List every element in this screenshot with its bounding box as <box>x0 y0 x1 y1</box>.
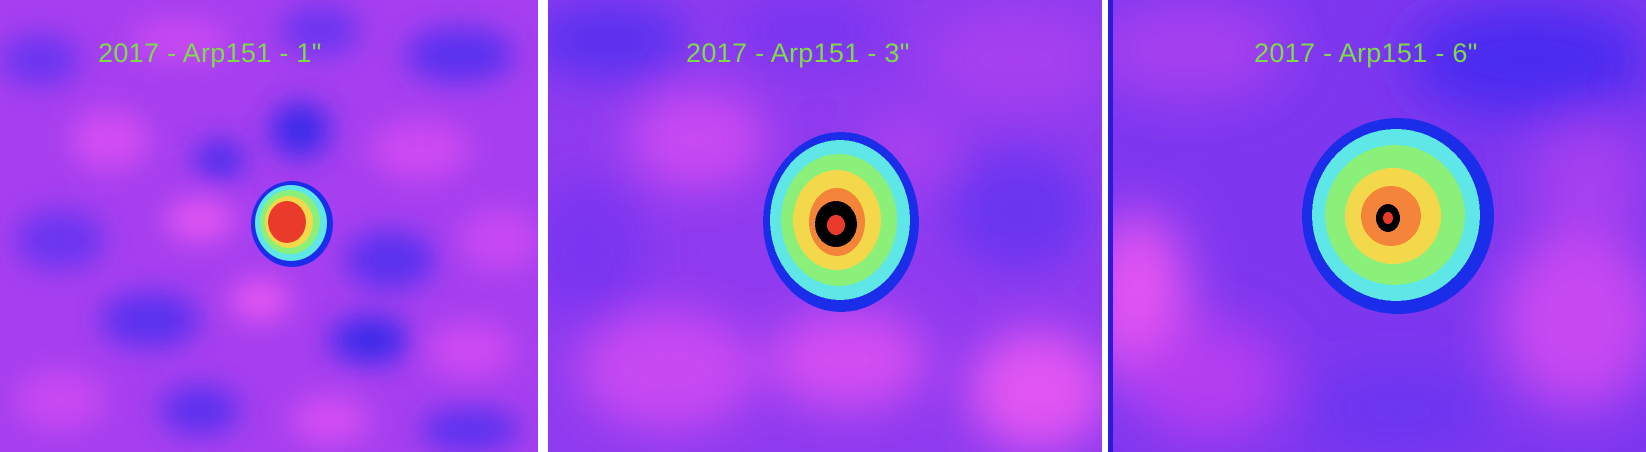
image-panel-1: 2017 - Arp151 - 1" <box>0 0 538 452</box>
panel-edge <box>1108 0 1113 452</box>
panel-divider <box>1102 0 1108 452</box>
panel-divider <box>538 0 548 452</box>
noise-field <box>548 0 1102 450</box>
heatmap-2 <box>548 0 1102 452</box>
source-contours <box>763 132 919 312</box>
heatmap-3 <box>1108 0 1646 452</box>
source-contours <box>251 181 333 267</box>
panel-title: 2017 - Arp151 - 1" <box>98 38 322 68</box>
image-panel-2: 2017 - Arp151 - 3" <box>548 0 1102 452</box>
image-panel-3: 2017 - Arp151 - 6" <box>1108 0 1646 452</box>
noise-field <box>0 5 538 452</box>
heatmap-1 <box>0 0 538 452</box>
noise-field <box>1108 0 1646 450</box>
panel-title: 2017 - Arp151 - 3" <box>686 38 910 68</box>
panel-title: 2017 - Arp151 - 6" <box>1254 38 1478 68</box>
source-contours <box>1302 118 1494 314</box>
